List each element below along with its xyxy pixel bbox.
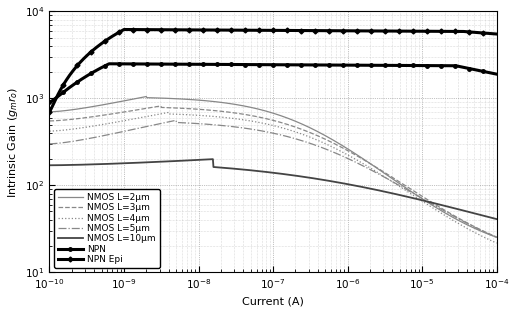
NPN Epi [74,64,80,68]
NMOS L=3μm [46,119,53,123]
NMOS L=3μm [158,104,164,108]
NMOS L=5μm [306,141,313,145]
NPN Epi [386,29,392,33]
NMOS L=10μm [74,163,80,167]
NPN Epi [493,32,500,36]
NPN [386,63,392,67]
NMOS L=2μm [493,235,500,239]
NMOS L=2μm [386,175,392,178]
NPN Epi [122,28,128,32]
NMOS L=4μm [432,207,438,211]
NMOS L=10μm [332,180,338,184]
NMOS L=3μm [493,235,500,239]
Line: NMOS L=2μm: NMOS L=2μm [49,96,496,237]
NPN [432,64,438,67]
NPN Epi [318,29,324,32]
Line: NPN: NPN [49,64,496,102]
NMOS L=2μm [318,132,324,135]
NPN Epi [306,29,313,32]
Line: NMOS L=10μm: NMOS L=10μm [49,159,496,219]
Line: NPN Epi: NPN Epi [49,30,496,112]
NMOS L=2μm [143,95,149,98]
NPN [493,72,500,76]
NMOS L=10μm [386,191,392,194]
NMOS L=5μm [46,142,53,146]
NPN [106,62,112,66]
NPN Epi [46,110,53,114]
NPN [74,80,80,84]
Line: NMOS L=5μm: NMOS L=5μm [49,120,496,237]
NMOS L=5μm [493,236,500,239]
NMOS L=3μm [332,142,338,146]
NMOS L=4μm [46,129,53,133]
NMOS L=2μm [74,107,80,111]
Legend: NMOS L=2μm, NMOS L=3μm, NMOS L=4μm, NMOS L=5μm, NMOS L=10μm, NPN, NPN Epi: NMOS L=2μm, NMOS L=3μm, NMOS L=4μm, NMOS… [54,189,160,268]
NMOS L=10μm [210,157,216,161]
NMOS L=3μm [386,173,392,177]
NMOS L=4μm [332,146,338,150]
NPN [306,63,313,67]
Line: NMOS L=4μm: NMOS L=4μm [49,112,496,243]
X-axis label: Current (A): Current (A) [242,296,304,306]
NMOS L=4μm [493,241,500,245]
NMOS L=3μm [306,130,313,134]
NMOS L=3μm [318,136,324,139]
NMOS L=4μm [318,140,324,144]
NMOS L=5μm [332,151,338,155]
Y-axis label: Intrinsic Gain ($g_m r_o$): Intrinsic Gain ($g_m r_o$) [6,86,20,197]
NMOS L=4μm [386,178,392,182]
NPN [332,63,338,67]
NMOS L=4μm [166,110,172,114]
NMOS L=2μm [306,126,313,129]
NMOS L=5μm [318,145,324,149]
NMOS L=2μm [432,205,438,209]
NMOS L=10μm [46,163,53,167]
NMOS L=3μm [432,202,438,206]
NMOS L=10μm [306,176,313,180]
NMOS L=5μm [432,204,438,208]
NMOS L=4μm [74,127,80,130]
NMOS L=10μm [432,202,438,205]
NPN [318,63,324,67]
NMOS L=2μm [46,110,53,114]
NMOS L=5μm [173,119,179,122]
NMOS L=5μm [386,178,392,182]
NMOS L=10μm [493,217,500,221]
NMOS L=4μm [306,135,313,139]
NPN Epi [332,29,338,32]
NMOS L=3μm [74,117,80,121]
NMOS L=5μm [74,139,80,143]
NMOS L=2μm [332,139,338,143]
NPN [46,100,53,104]
NMOS L=10μm [318,178,324,182]
NPN Epi [432,29,438,33]
Line: NMOS L=3μm: NMOS L=3μm [49,106,496,237]
